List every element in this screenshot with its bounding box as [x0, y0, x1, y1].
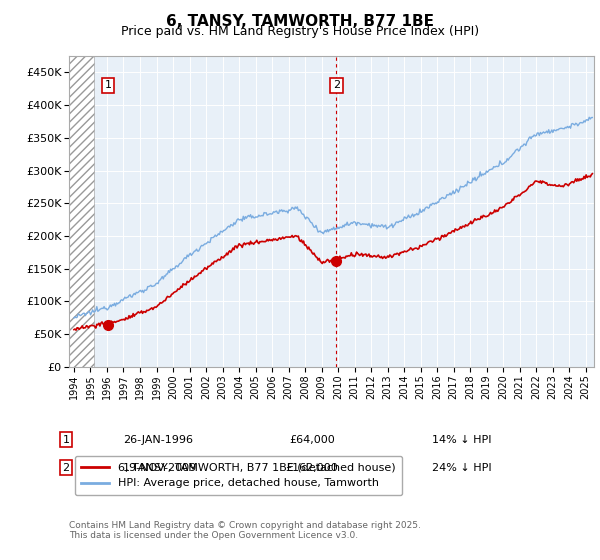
Text: Contains HM Land Registry data © Crown copyright and database right 2025.
This d: Contains HM Land Registry data © Crown c… — [69, 521, 421, 540]
Text: 14% ↓ HPI: 14% ↓ HPI — [432, 435, 491, 445]
Bar — [69, 56, 94, 367]
Text: 1: 1 — [62, 435, 70, 445]
Legend: 6, TANSY, TAMWORTH, B77 1BE (detached house), HPI: Average price, detached house: 6, TANSY, TAMWORTH, B77 1BE (detached ho… — [74, 456, 402, 495]
Text: 1: 1 — [104, 81, 112, 91]
Text: 19-NOV-2009: 19-NOV-2009 — [123, 463, 197, 473]
Text: 26-JAN-1996: 26-JAN-1996 — [123, 435, 193, 445]
Text: 6, TANSY, TAMWORTH, B77 1BE: 6, TANSY, TAMWORTH, B77 1BE — [166, 14, 434, 29]
Text: 2: 2 — [62, 463, 70, 473]
Text: Price paid vs. HM Land Registry's House Price Index (HPI): Price paid vs. HM Land Registry's House … — [121, 25, 479, 38]
Text: £162,000: £162,000 — [286, 463, 338, 473]
Text: £64,000: £64,000 — [289, 435, 335, 445]
Text: 24% ↓ HPI: 24% ↓ HPI — [432, 463, 491, 473]
Text: 2: 2 — [333, 81, 340, 91]
